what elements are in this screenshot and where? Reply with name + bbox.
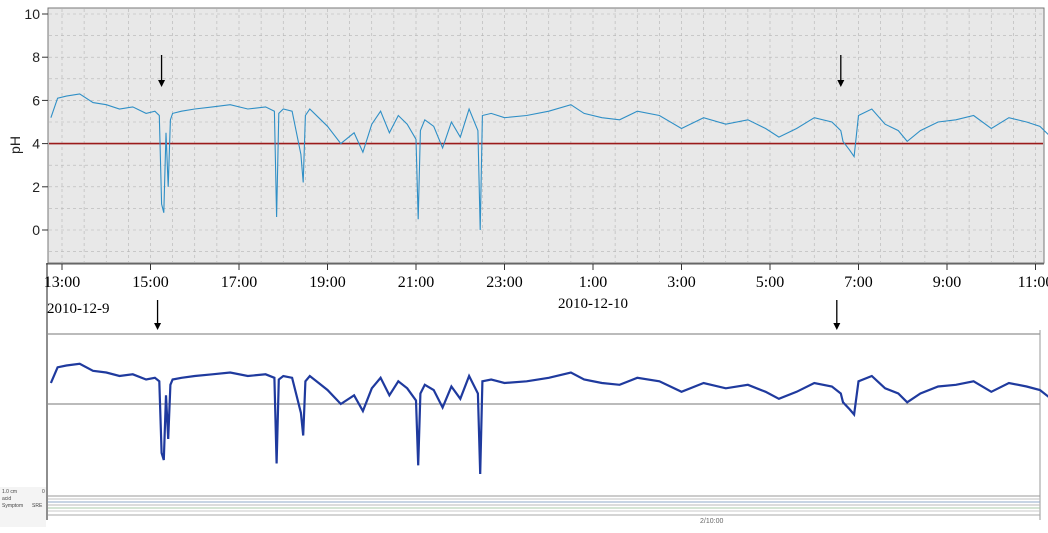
top-y-tick-label: 8 [32,49,40,65]
x-tick-label: 11:00 [1018,274,1048,291]
top-plot-background [47,7,1045,264]
x-tick-labels: 13:00 15:00 17:00 19:00 21:00 23:00 1:00 3:00 5:… [44,264,1048,291]
x-tick-label: 13:00 [44,274,80,291]
x-tick-label: 23:00 [486,274,522,291]
footer-label: SRE [32,503,43,509]
bottom-arrows [154,300,841,330]
top-arrows [158,55,845,87]
top-y-tick-label: 0 [32,222,40,238]
top-y-tick-label: 4 [32,136,40,152]
top-y-tick-label: 6 [32,92,40,108]
bottom-series-line [49,362,1048,475]
footer-label: Symptom [2,503,23,509]
x-tick-label: 15:00 [132,274,168,291]
x-tick-label: 7:00 [844,274,872,291]
footer-label: 0 [42,489,45,495]
top-y-ticks: 10 8 6 4 2 0 [24,6,48,238]
x-tick-label: 3:00 [667,274,695,291]
top-y-tick-label: 10 [24,6,40,22]
top-arrow-head [158,80,166,87]
x-tick-label: 9:00 [933,274,961,291]
top-series-line [50,93,1048,231]
top-y-axis-label: pH [7,136,23,154]
x-tick-label: 17:00 [221,274,257,291]
footer-label: 2/10:00 [700,518,723,525]
top-arrow-head [837,80,845,87]
x-tick-label: 1:00 [579,274,607,291]
x-tick-label: 19:00 [309,274,345,291]
bottom-arrow-head [833,323,841,330]
bottom-reference-lines [48,330,1041,520]
footer-label: 1.0 cm [2,489,17,495]
top-chart: 10 8 6 4 2 0 pH [7,6,1048,264]
top-y-tick-label: 2 [32,179,40,195]
date-label: 2010-12-9 [47,301,110,317]
x-tick-label: 5:00 [756,274,784,291]
date-labels: 2010-12-9 2010-12-10 [47,296,628,317]
bottom-arrow-head [154,323,162,330]
x-tick-label: 21:00 [398,274,434,291]
footer-label: acid [2,496,11,502]
date-label: 2010-12-10 [558,296,628,312]
footer-legend-box [0,487,46,527]
